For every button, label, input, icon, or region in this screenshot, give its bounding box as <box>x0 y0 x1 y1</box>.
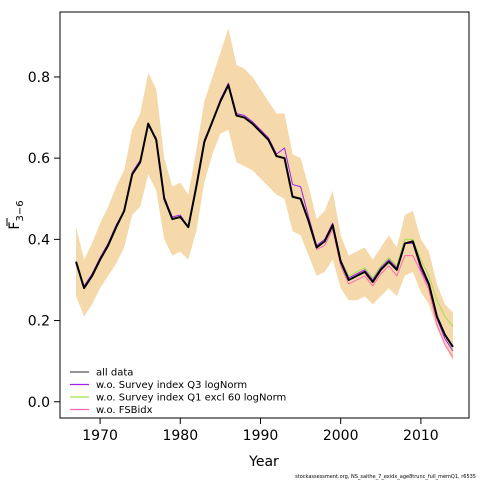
x-tick-label: 1990 <box>243 428 279 444</box>
legend-label-4: w.o. FSBidx <box>96 405 153 416</box>
y-tick-label: 0.6 <box>28 151 50 167</box>
confidence-band <box>76 28 453 362</box>
legend-label-3: w.o. Survey index Q1 excl 60 logNorm <box>96 393 286 404</box>
x-axis: 1970 1980 1990 2000 2010 <box>82 418 439 444</box>
y-tick-label: 0.2 <box>28 314 50 330</box>
x-tick-label: 2010 <box>403 428 439 444</box>
svg-text:F3−6: F3−6 <box>7 200 26 229</box>
band-area <box>76 28 453 362</box>
y-axis-title: F3−6 <box>6 200 26 230</box>
y-axis-title-sub: 3−6 <box>15 200 26 221</box>
y-tick-label: 0.4 <box>28 232 50 248</box>
y-axis-title-main: F <box>7 222 23 230</box>
x-axis-title: Year <box>248 454 279 470</box>
main-estimate-line <box>75 84 454 348</box>
plot-frame <box>59 11 470 419</box>
y-tick-label: 0.0 <box>28 395 50 411</box>
x-tick-label: 1980 <box>162 428 198 444</box>
x-tick-label: 1970 <box>82 428 118 444</box>
legend-label-1: all data <box>96 368 133 379</box>
y-axis: 0.0 0.2 0.4 0.6 0.8 <box>28 70 60 411</box>
footer-text: stockassessment.org, NS_saithe_7_exidx_a… <box>295 474 476 480</box>
x-tick-label: 2000 <box>323 428 359 444</box>
y-tick-label: 0.8 <box>28 70 50 86</box>
series-line-2 <box>75 82 454 352</box>
series-lines <box>75 82 454 358</box>
legend-label-2: w.o. Survey index Q3 logNorm <box>96 380 247 391</box>
